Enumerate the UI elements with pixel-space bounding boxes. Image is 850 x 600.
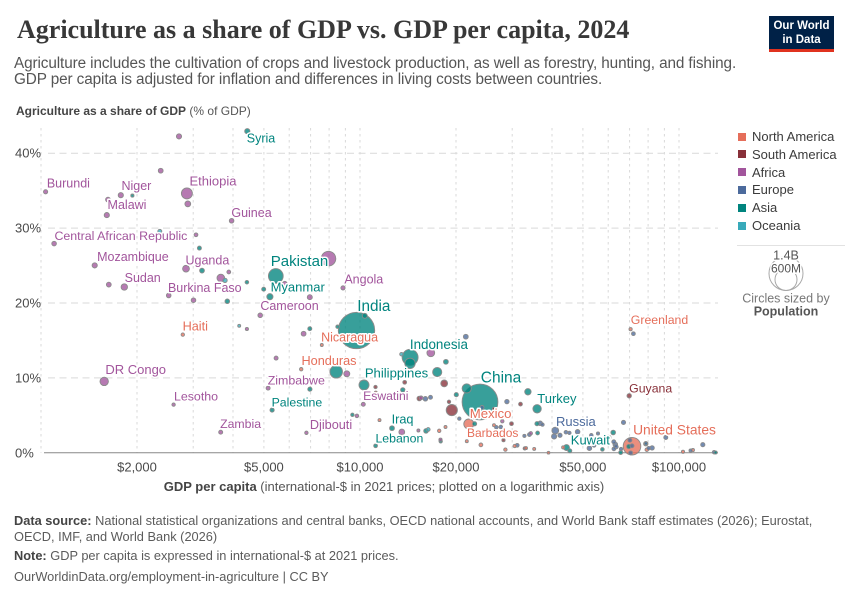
svg-text:$2,000: $2,000 bbox=[117, 460, 157, 475]
svg-text:Ethiopia: Ethiopia bbox=[190, 173, 238, 188]
svg-text:Mozambique: Mozambique bbox=[97, 250, 169, 264]
svg-text:Syria: Syria bbox=[247, 131, 276, 145]
svg-text:$50,000: $50,000 bbox=[559, 460, 606, 475]
svg-text:Nicaragua: Nicaragua bbox=[321, 330, 378, 344]
svg-text:Greenland: Greenland bbox=[631, 313, 689, 327]
svg-text:Malawi: Malawi bbox=[108, 198, 147, 212]
svg-text:Sudan: Sudan bbox=[125, 271, 161, 285]
svg-text:Turkey: Turkey bbox=[537, 391, 577, 406]
svg-text:DR Congo: DR Congo bbox=[105, 362, 166, 377]
svg-text:$10,000: $10,000 bbox=[337, 460, 384, 475]
svg-text:$5,000: $5,000 bbox=[244, 460, 284, 475]
svg-text:$100,000: $100,000 bbox=[652, 460, 706, 475]
svg-text:United States: United States bbox=[633, 423, 716, 438]
svg-text:Guyana: Guyana bbox=[629, 382, 672, 396]
svg-text:Angola: Angola bbox=[344, 273, 383, 287]
svg-text:20%: 20% bbox=[15, 296, 41, 311]
svg-text:0%: 0% bbox=[15, 445, 34, 460]
svg-text:Zambia: Zambia bbox=[220, 417, 261, 431]
svg-text:Burundi: Burundi bbox=[47, 177, 90, 191]
svg-text:Lebanon: Lebanon bbox=[375, 431, 423, 445]
svg-text:Indonesia: Indonesia bbox=[410, 337, 469, 352]
svg-text:India: India bbox=[357, 298, 391, 315]
svg-text:40%: 40% bbox=[15, 146, 41, 161]
svg-text:Lesotho: Lesotho bbox=[174, 390, 218, 404]
svg-text:Palestine: Palestine bbox=[272, 396, 323, 410]
svg-text:Kuwait: Kuwait bbox=[571, 432, 610, 447]
svg-text:Zimbabwe: Zimbabwe bbox=[268, 373, 325, 387]
svg-text:Pakistan: Pakistan bbox=[271, 253, 329, 270]
svg-text:Mexico: Mexico bbox=[470, 406, 512, 421]
svg-text:Iraq: Iraq bbox=[392, 412, 414, 426]
svg-text:30%: 30% bbox=[15, 221, 41, 236]
svg-text:10%: 10% bbox=[15, 370, 41, 385]
svg-text:Philippines: Philippines bbox=[365, 365, 429, 380]
svg-text:GDP per capita (international-: GDP per capita (international-$ in 2021 … bbox=[164, 479, 605, 494]
svg-text:Barbados: Barbados bbox=[467, 426, 518, 440]
svg-text:Guinea: Guinea bbox=[231, 206, 271, 220]
svg-text:Myanmar: Myanmar bbox=[271, 279, 326, 294]
svg-text:Honduras: Honduras bbox=[301, 354, 356, 368]
svg-text:Russia: Russia bbox=[556, 414, 597, 429]
svg-text:Haiti: Haiti bbox=[183, 319, 208, 333]
svg-text:$20,000: $20,000 bbox=[433, 460, 480, 475]
svg-text:Central African Republic: Central African Republic bbox=[54, 229, 187, 243]
svg-text:Cameroon: Cameroon bbox=[260, 299, 318, 313]
svg-text:Niger: Niger bbox=[121, 179, 151, 193]
svg-text:Djibouti: Djibouti bbox=[310, 418, 352, 432]
svg-text:Burkina Faso: Burkina Faso bbox=[168, 281, 242, 295]
svg-text:Eswatini: Eswatini bbox=[363, 389, 408, 403]
svg-text:China: China bbox=[481, 369, 522, 386]
svg-text:Uganda: Uganda bbox=[186, 253, 230, 267]
